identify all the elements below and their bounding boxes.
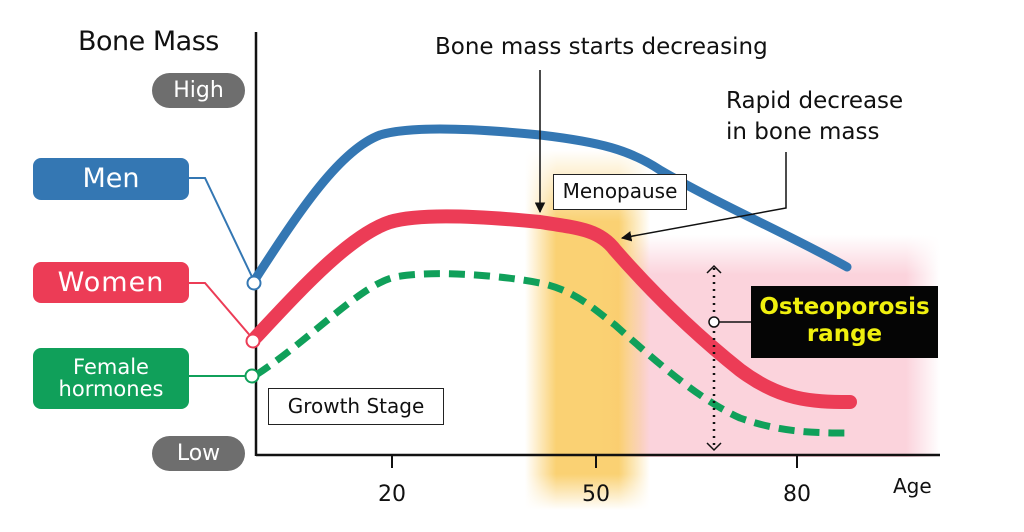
men-start-marker xyxy=(246,275,262,291)
annotation-rapid-decrease-line2: in bone mass xyxy=(726,119,880,145)
x-tick-label-20: 20 xyxy=(378,482,406,507)
women-curve xyxy=(249,209,857,409)
x-tick-label-80: 80 xyxy=(783,482,811,507)
osteoporosis-range-label: Osteoporosis range xyxy=(751,286,938,358)
legend-female-hormones-line2: hormones xyxy=(58,377,164,401)
rapid-decrease-arrow xyxy=(620,152,787,242)
men-connector xyxy=(189,177,255,282)
growth-stage-label: Growth Stage xyxy=(268,388,444,425)
menopause-label: Menopause xyxy=(553,174,687,210)
y-axis-title: Bone Mass xyxy=(78,26,219,57)
high-label: High xyxy=(152,73,245,108)
annotation-rapid-decrease-line1: Rapid decrease xyxy=(726,88,904,114)
osteoporosis-marker xyxy=(708,316,720,328)
female-hormones-start-marker xyxy=(244,368,260,384)
female-hormones-curve xyxy=(254,270,851,437)
annotation-starts-decreasing: Bone mass starts decreasing xyxy=(435,34,768,60)
legend-men: Men xyxy=(33,158,189,200)
legend-women: Women xyxy=(33,262,189,303)
range-up-arrow-icon xyxy=(706,264,722,274)
legend-female-hormones-line1: Female xyxy=(73,355,149,379)
women-connector xyxy=(189,282,254,340)
osteoporosis-label-line1: Osteoporosis xyxy=(759,294,930,320)
range-down-arrow-icon xyxy=(706,442,722,452)
osteoporosis-label-line2: range xyxy=(806,321,883,347)
x-axis-title: Age xyxy=(893,474,932,498)
annotation-rapid-decrease: Rapid decrease in bone mass xyxy=(726,86,903,148)
menopause-band-fade xyxy=(525,150,650,510)
x-tick-label-50: 50 xyxy=(582,482,610,507)
low-label: Low xyxy=(152,436,245,471)
legend-female-hormones: Female hormones xyxy=(33,348,189,409)
women-start-marker xyxy=(245,333,261,349)
